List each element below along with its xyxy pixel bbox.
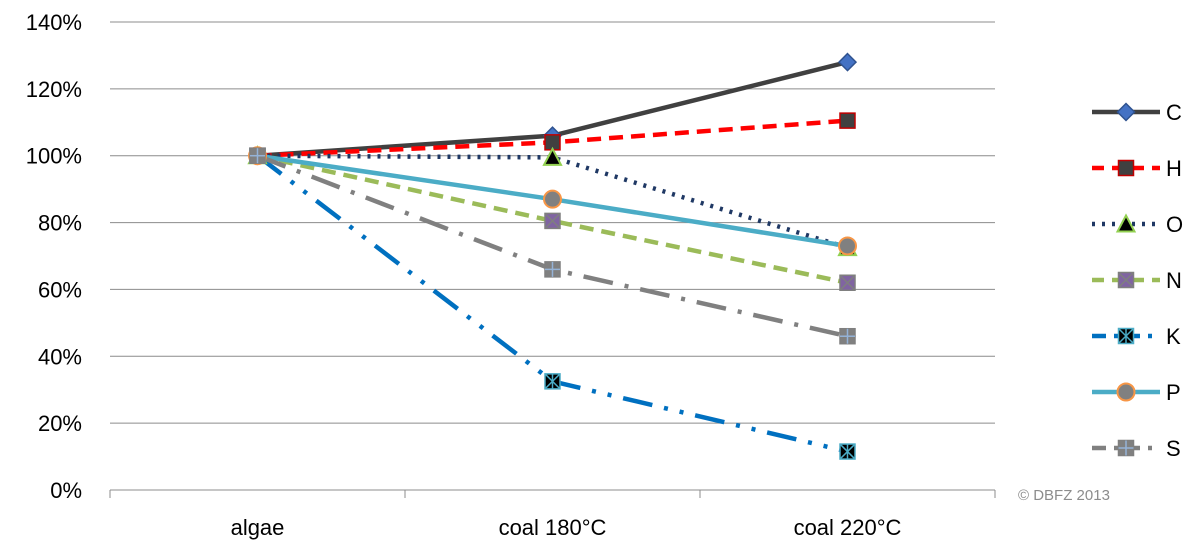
legend: C H O N K P S	[1092, 100, 1183, 461]
x-tick-label-algae: algae	[231, 515, 285, 540]
legend-marker-h	[1117, 159, 1135, 177]
series-markers	[247, 52, 858, 460]
series-line-o	[257, 153, 849, 250]
legend-label-k: K	[1166, 324, 1181, 349]
y-axis-tick-labels: 0% 20% 40% 60% 80% 100% 120% 140%	[26, 10, 82, 503]
series-lines	[256, 59, 849, 454]
legend-label-h: H	[1166, 156, 1182, 181]
data-point-n-coal-180-c	[544, 212, 561, 230]
legend-marker-k	[1117, 327, 1135, 345]
legend-item-h: H	[1092, 156, 1182, 181]
legend-item-o: O	[1092, 212, 1183, 237]
gridlines	[110, 21, 995, 491]
data-point-k-coal-180-c	[544, 373, 561, 390]
y-tick-label: 60%	[38, 277, 82, 302]
legend-item-s: S	[1092, 436, 1181, 461]
data-point-n-coal-220-c	[839, 274, 856, 291]
y-tick-label: 0%	[50, 478, 82, 503]
legend-item-k: K	[1092, 324, 1181, 349]
x-axis-tick-labels: algae coal 180°C coal 220°C	[231, 515, 902, 540]
y-tick-label: 20%	[38, 411, 82, 436]
legend-item-n: N	[1092, 268, 1182, 293]
legend-label-o: O	[1166, 212, 1183, 237]
data-point-o-coal-180-c	[542, 146, 563, 166]
y-tick-label: 80%	[38, 211, 82, 236]
legend-item-p: P	[1092, 380, 1181, 405]
legend-marker-c	[1116, 102, 1136, 122]
data-point-c-coal-220-c	[837, 52, 858, 72]
legend-marker-o	[1115, 213, 1137, 233]
data-point-s-coal-180-c	[544, 261, 561, 278]
legend-marker-p	[1116, 382, 1136, 402]
legend-label-s: S	[1166, 436, 1181, 461]
data-point-h-coal-220-c	[839, 112, 856, 129]
legend-label-n: N	[1166, 268, 1182, 293]
data-point-s-algae	[249, 147, 266, 164]
y-tick-label: 120%	[26, 77, 82, 102]
x-tick-label-coal-220-c: coal 220°C	[794, 515, 902, 540]
legend-item-c: C	[1092, 100, 1182, 125]
y-tick-label: 40%	[38, 344, 82, 369]
y-tick-label: 100%	[26, 144, 82, 169]
series-line-n	[257, 153, 848, 285]
y-tick-label: 140%	[26, 10, 82, 35]
x-tick-label-coal-180-c: coal 180°C	[499, 515, 607, 540]
series-line-s	[256, 153, 848, 339]
x-axis	[109, 489, 996, 498]
legend-marker-n	[1117, 271, 1135, 289]
legend-label-c: C	[1166, 100, 1182, 125]
legend-marker-s	[1117, 439, 1135, 457]
data-point-p-coal-220-c	[838, 236, 857, 256]
data-point-s-coal-220-c	[839, 327, 856, 345]
copyright-notice: © DBFZ 2013	[1018, 487, 1110, 504]
data-point-k-coal-220-c	[839, 443, 856, 460]
legend-label-p: P	[1166, 380, 1181, 405]
data-point-p-coal-180-c	[543, 189, 562, 209]
